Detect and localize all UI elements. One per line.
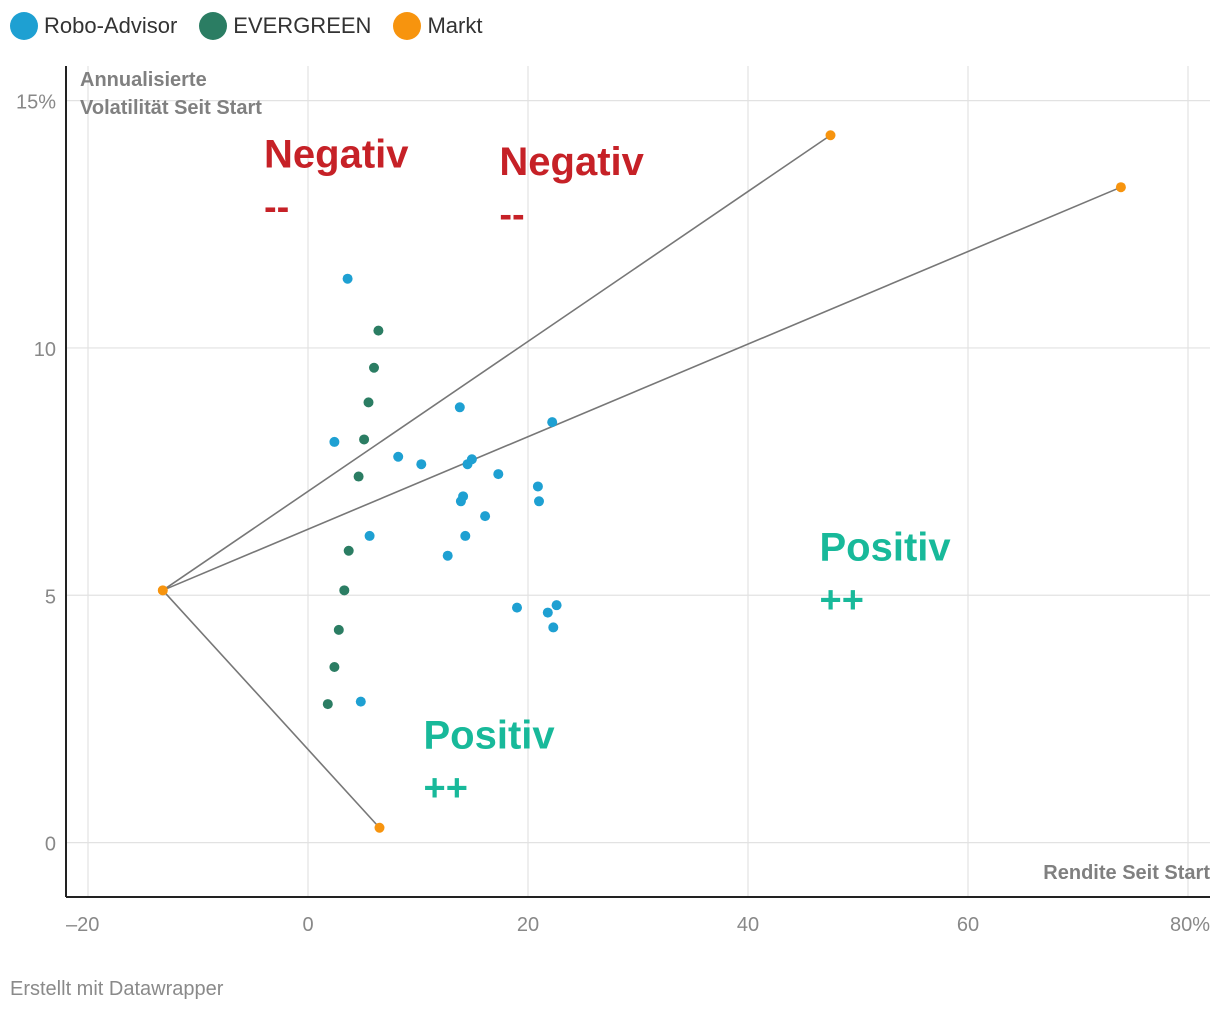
point-evergreen	[353, 471, 364, 482]
market-connector-line	[162, 589, 381, 829]
legend-swatch-robo-advisor	[10, 12, 38, 40]
point-robo-advisor	[364, 530, 375, 541]
legend-label-robo-advisor: Robo-Advisor	[44, 13, 178, 38]
legend-label-markt: Markt	[427, 13, 483, 38]
x-tick-label: 80%	[1170, 914, 1210, 936]
point-evergreen	[339, 585, 350, 596]
annotation-positive-title: Positiv	[820, 526, 952, 570]
point-evergreen	[329, 661, 340, 672]
annotation-negative-title: Negativ	[264, 132, 409, 176]
point-robo-advisor	[329, 436, 340, 447]
point-evergreen	[373, 325, 384, 336]
point-markt	[1115, 182, 1126, 193]
point-evergreen	[333, 624, 344, 635]
point-robo-advisor	[512, 602, 522, 613]
x-tick-label: 20	[517, 914, 539, 936]
point-robo-advisor	[342, 273, 353, 284]
point-robo-advisor	[462, 459, 473, 470]
point-robo-advisor	[551, 600, 562, 611]
market-connector-line	[162, 186, 1122, 592]
legend-item-evergreen: EVERGREEN	[199, 12, 371, 40]
y-tick-label: 10	[34, 339, 56, 361]
point-evergreen	[363, 397, 374, 408]
point-evergreen	[343, 545, 354, 556]
x-axis-title: Rendite Seit Start	[1043, 862, 1210, 884]
annotation-negative-title: Negativ	[499, 140, 644, 184]
annotation-negative-sign: --	[499, 194, 524, 236]
y-tick-label: 15%	[16, 92, 56, 114]
point-markt	[374, 822, 385, 833]
x-tick-label: 0	[302, 914, 313, 936]
point-robo-advisor	[455, 496, 466, 507]
point-robo-advisor	[548, 622, 559, 633]
point-robo-advisor	[547, 417, 558, 428]
point-robo-advisor	[534, 496, 544, 507]
legend-item-markt: Markt	[393, 12, 482, 40]
point-robo-advisor	[442, 550, 453, 561]
footer-credit: Erstellt mit Datawrapper	[10, 978, 224, 1000]
y-tick-label: 5	[45, 586, 56, 608]
point-evergreen	[369, 362, 379, 373]
x-tick-label: –20	[66, 914, 99, 936]
point-robo-advisor	[416, 459, 427, 470]
legend-swatch-markt	[393, 12, 422, 40]
y-axis-title: Annualisierte	[80, 69, 207, 91]
legend-item-robo-advisor: Robo-Advisor	[10, 12, 177, 40]
market-connector-line	[162, 134, 831, 591]
legend-swatch-evergreen	[199, 12, 228, 40]
point-robo-advisor	[460, 530, 471, 541]
y-tick-label: 0	[45, 834, 56, 856]
annotation-positive-title: Positiv	[424, 714, 556, 758]
annotation-negative-sign: --	[264, 186, 289, 228]
point-robo-advisor	[532, 481, 543, 492]
point-evergreen	[322, 699, 333, 710]
legend-label-evergreen: EVERGREEN	[233, 13, 372, 38]
x-tick-label: 60	[957, 914, 979, 936]
point-robo-advisor	[355, 696, 366, 707]
x-tick-label: 40	[737, 914, 759, 936]
point-robo-advisor	[493, 469, 504, 480]
point-markt	[825, 130, 836, 141]
point-markt	[157, 585, 168, 596]
point-robo-advisor	[393, 451, 404, 462]
annotation-positive-sign: ++	[424, 768, 468, 810]
point-robo-advisor	[454, 402, 465, 413]
legend: Robo-Advisor EVERGREEN Markt	[10, 12, 504, 40]
point-robo-advisor	[480, 511, 491, 522]
annotation-positive-sign: ++	[820, 580, 864, 622]
point-robo-advisor	[542, 607, 553, 618]
point-evergreen	[359, 434, 370, 445]
scatter-plot: –20 0 20 40 60 80% 0 5 10 15% Annualisierte Volatil…	[16, 66, 1210, 936]
y-axis-title: Volatilität Seit Start	[80, 97, 262, 119]
